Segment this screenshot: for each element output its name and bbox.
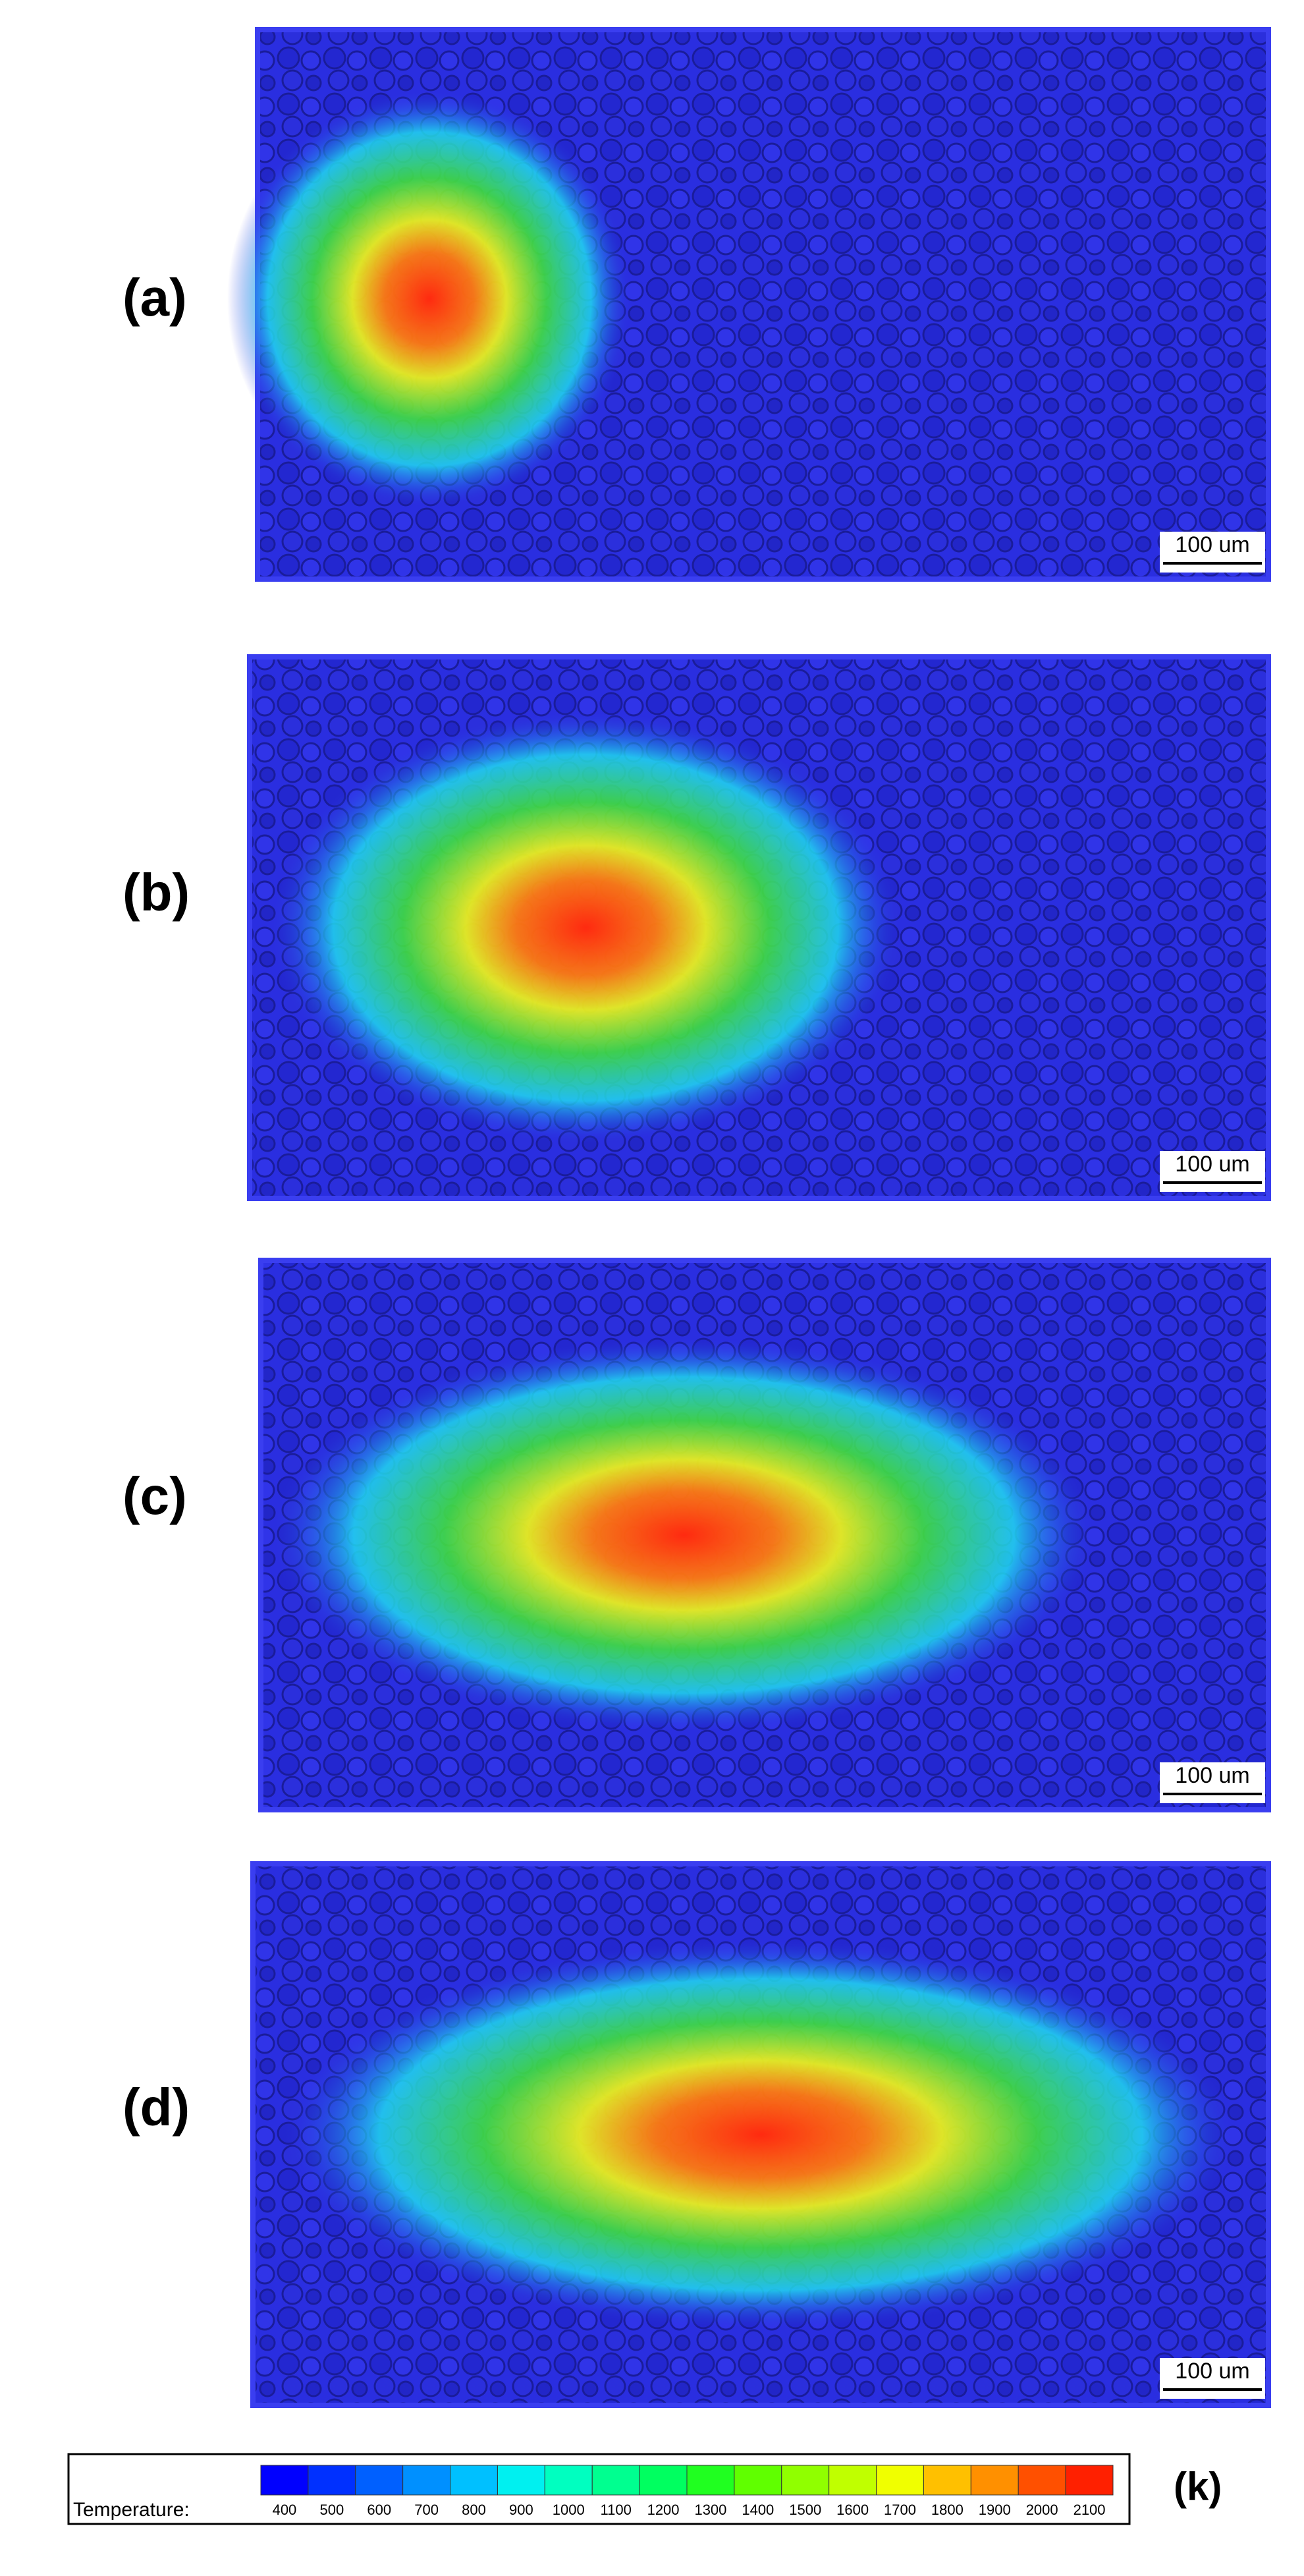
colorbar-tick-label: 1100 [601, 2502, 632, 2518]
colorbar-segment [686, 2465, 735, 2496]
colorbar-tick-label: 2100 [1073, 2502, 1106, 2518]
heat-zone [271, 1337, 1097, 1733]
colorbar-segment [450, 2465, 498, 2496]
scale-bar-label: 100 um [1175, 532, 1249, 557]
colorbar-segment [544, 2465, 593, 2496]
colorbar-tick-label: 1000 [553, 2502, 585, 2518]
panel-label: (b) [122, 863, 190, 922]
colorbar-tick-label: 1800 [931, 2502, 964, 2518]
colorbar-tick-label: 1600 [836, 2502, 869, 2518]
colorbar-segment [402, 2465, 451, 2496]
heat-zone [269, 711, 902, 1144]
heat-zone [283, 1940, 1238, 2330]
colorbar-tick-label: 1400 [742, 2502, 774, 2518]
colorbar-segment [591, 2465, 640, 2496]
scale-bar-bg [1160, 532, 1265, 573]
scale-bar-label: 100 um [1175, 2359, 1249, 2384]
colorbar-tick-label: 900 [509, 2502, 533, 2518]
colorbar-segment [781, 2465, 830, 2496]
panel-label: (c) [122, 1467, 187, 1525]
colorbar-segment [734, 2465, 782, 2496]
colorbar-segment [1018, 2465, 1066, 2496]
heat-zone [227, 90, 632, 508]
colorbar-tick-label: 1200 [647, 2502, 680, 2518]
scale-bar-label: 100 um [1175, 1152, 1249, 1177]
colorbar-unit: (k) [1174, 2465, 1222, 2509]
colorbar: Temperature: (k) 400 500 600 700 800 900 1000 1… [67, 2453, 1222, 2525]
panel-label: (d) [122, 2078, 190, 2137]
colorbar-tick-label: 800 [462, 2502, 486, 2518]
colorbar-segment [923, 2465, 971, 2496]
colorbar-segment [260, 2465, 309, 2496]
scale-bar-bg [1160, 1151, 1265, 1192]
colorbar-tick-label: 1300 [694, 2502, 726, 2518]
scale-bar-label: 100 um [1175, 1763, 1249, 1788]
colorbar-tick-label: 2000 [1026, 2502, 1058, 2518]
scale-bar-bg [1160, 2358, 1265, 2399]
panels: (a) 100 um (b) 100 um (c) 100 um (d) 100 um [122, 27, 1271, 2408]
colorbar-tick-label: 1700 [884, 2502, 916, 2518]
colorbar-segment [639, 2465, 688, 2496]
colorbar-segment [970, 2465, 1019, 2496]
colorbar-segment [308, 2465, 356, 2496]
colorbar-segment [829, 2465, 877, 2496]
colorbar-tick-label: 500 [319, 2502, 344, 2518]
colorbar-tick-label: 1500 [789, 2502, 821, 2518]
colorbar-tick-label: 400 [273, 2502, 297, 2518]
colorbar-segment [497, 2465, 545, 2496]
colorbar-tick-label: 600 [367, 2502, 391, 2518]
colorbar-tick-label: 700 [414, 2502, 439, 2518]
scale-bar-bg [1160, 1762, 1265, 1803]
panel: (a) 100 um [122, 27, 1271, 582]
colorbar-tick-label: 1900 [979, 2502, 1011, 2518]
panel: (c) 100 um [122, 1258, 1271, 1812]
colorbar-segment [1065, 2465, 1114, 2496]
colorbar-title: Temperature: [73, 2499, 190, 2521]
panel: (b) 100 um [122, 654, 1271, 1201]
colorbar-segment [355, 2465, 404, 2496]
panel-label: (a) [122, 268, 187, 327]
colorbar-segment [876, 2465, 924, 2496]
panel: (d) 100 um [122, 1861, 1271, 2408]
